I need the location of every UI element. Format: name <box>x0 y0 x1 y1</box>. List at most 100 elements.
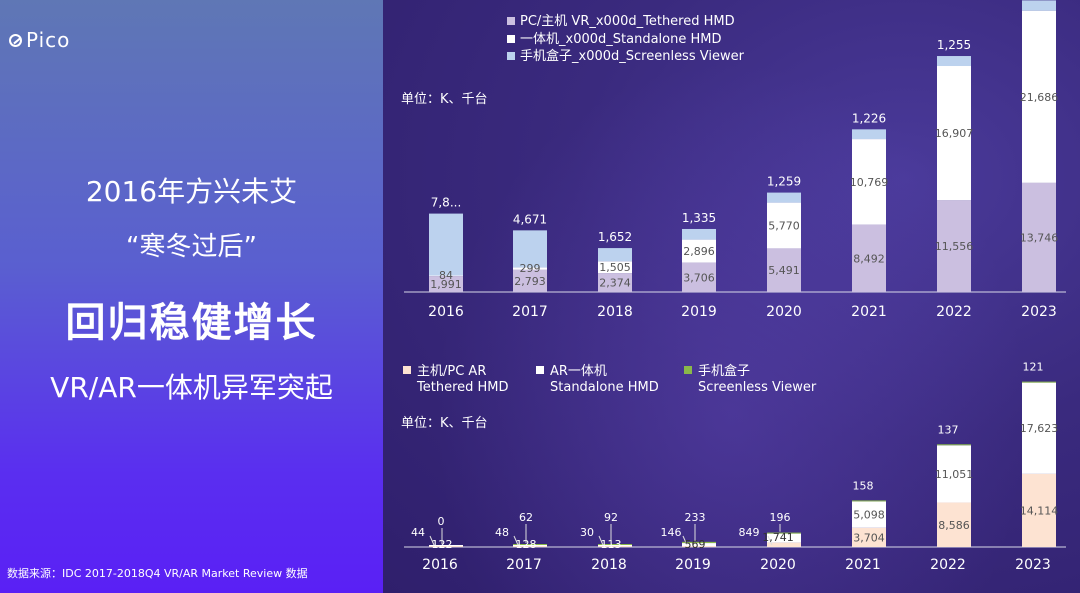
x-tick-vr-2022: 2022 <box>936 304 972 320</box>
headline-line-2: “寒冬过后” <box>126 232 257 262</box>
bar-vr-2018-series-2 <box>598 248 632 262</box>
left-panel: Pico 2016年方兴未艾 “寒冬过后” 回归稳健增长 VR/AR一体机异军突… <box>0 0 383 593</box>
bar-vr-2019-series-2 <box>682 228 716 240</box>
legend-label-ar-0: 主机/PC AR Tethered HMD <box>416 364 509 395</box>
bar-ar-2016-series-0 <box>429 546 463 547</box>
data-label-vr-2017-s0: 2,793 <box>514 275 546 288</box>
leader-line-ar-2018-s0 <box>598 535 604 546</box>
data-label-vr-2021-s2: 1,226 <box>852 111 886 125</box>
unit-label-vr: 单位：K、千台 <box>401 92 488 107</box>
data-label-vr-2022-s2: 1,255 <box>937 38 971 52</box>
data-label-vr-2016-s1: 84 <box>439 269 453 282</box>
x-tick-ar-2023: 2023 <box>1015 557 1051 573</box>
legend-label-vr-0: PC/主机 VR_x000d_Tethered HMD <box>520 14 735 29</box>
data-label-ar-2023-s2: 121 <box>1023 361 1044 374</box>
bar-vr-2020-series-0 <box>767 248 801 292</box>
headline-line-4: VR/AR一体机异军突起 <box>50 371 333 404</box>
bar-ar-2016-series-1 <box>429 545 463 546</box>
x-tick-vr-2023: 2023 <box>1021 304 1057 320</box>
data-label-vr-2022-s0: 11,556 <box>935 240 974 253</box>
data-label-vr-2016-s2: 7,8... <box>431 196 462 210</box>
data-label-ar-2019-s0: 146 <box>661 526 682 539</box>
legend-swatch-ar-1 <box>536 366 544 374</box>
bar-ar-2019-series-1 <box>682 543 716 546</box>
data-label-ar-2023-s1: 17,623 <box>1020 422 1059 435</box>
legend-swatch-ar-0 <box>403 366 411 374</box>
unit-label-ar: 单位：K、千台 <box>401 416 488 431</box>
bar-ar-2022-series-0 <box>937 502 971 547</box>
data-label-ar-2021-s0: 3,704 <box>853 531 885 544</box>
x-tick-vr-2019: 2019 <box>681 304 717 320</box>
x-tick-ar-2021: 2021 <box>845 557 881 573</box>
bar-ar-2019-series-2 <box>682 541 716 544</box>
headline-line-3: 回归稳健增长 <box>65 300 318 346</box>
x-tick-ar-2017: 2017 <box>506 557 542 573</box>
data-label-vr-2017-s2: 4,671 <box>513 212 547 226</box>
x-tick-ar-2022: 2022 <box>930 557 966 573</box>
bar-ar-2020-series-2 <box>767 532 801 534</box>
data-label-ar-2021-s2: 158 <box>853 479 874 492</box>
legend-swatch-ar-2 <box>684 366 692 374</box>
x-tick-vr-2020: 2020 <box>766 304 802 320</box>
x-tick-vr-2021: 2021 <box>851 304 887 320</box>
bar-vr-2023-series-1 <box>1022 10 1056 183</box>
bar-vr-2022-series-0 <box>937 200 971 292</box>
bar-ar-2023-series-1 <box>1022 382 1056 474</box>
bar-ar-2017-series-0 <box>513 546 547 547</box>
x-tick-vr-2016: 2016 <box>428 304 464 320</box>
data-source-note: 数据来源：IDC 2017-2018Q4 VR/AR Market Review… <box>7 567 308 580</box>
leader-line-ar-2019-s0 <box>682 535 688 546</box>
data-label-ar-2018-s0: 30 <box>580 526 594 539</box>
leader-line-ar-2016-s0 <box>429 535 435 546</box>
data-label-ar-2019-s1: 569 <box>685 538 706 551</box>
data-label-vr-2023-s1: 21,686 <box>1020 91 1059 104</box>
data-label-vr-2019-s2: 1,335 <box>682 211 716 225</box>
data-label-ar-2020-s1: 1,741 <box>762 531 794 544</box>
data-label-vr-2021-s1: 10,769 <box>850 176 889 189</box>
x-tick-vr-2018: 2018 <box>597 304 633 320</box>
data-label-ar-2022-s2: 137 <box>938 423 959 436</box>
bar-vr-2016-series-1 <box>429 275 463 277</box>
data-label-ar-2018-s2: 92 <box>604 511 618 524</box>
bar-ar-2018-series-2 <box>598 544 632 545</box>
data-label-vr-2019-s0: 3,706 <box>683 271 715 284</box>
bar-ar-2018-series-0 <box>598 546 632 547</box>
bar-vr-2018-series-0 <box>598 273 632 292</box>
bar-vr-2023-series-2 <box>1022 0 1056 11</box>
data-label-ar-2017-s0: 48 <box>495 526 509 539</box>
logo-text: Pico <box>26 28 71 52</box>
bar-ar-2020-series-1 <box>767 533 801 543</box>
data-label-vr-2017-s1: 299 <box>520 262 541 275</box>
data-label-vr-2020-s0: 5,491 <box>768 264 800 277</box>
data-label-ar-2018-s1: 113 <box>601 538 622 551</box>
legend-swatch-vr-1 <box>507 35 515 43</box>
data-label-vr-2018-s0: 2,374 <box>599 277 631 290</box>
pico-logo-icon <box>9 33 22 47</box>
legend-label-ar-1: AR一体机 Standalone HMD <box>550 364 659 395</box>
legend-label-vr-2: 手机盒子_x000d_Screenless Viewer <box>520 48 745 64</box>
bar-vr-2022-series-2 <box>937 56 971 67</box>
bar-vr-2021-series-0 <box>852 224 886 292</box>
data-label-ar-2019-s2: 233 <box>685 511 706 524</box>
headline-line-1: 2016年方兴未艾 <box>85 175 298 208</box>
bar-vr-2021-series-2 <box>852 129 886 140</box>
bar-ar-2022-series-2 <box>937 444 971 446</box>
data-label-vr-2019-s1: 2,896 <box>683 245 715 258</box>
bar-ar-2021-series-1 <box>852 501 886 528</box>
x-tick-ar-2016: 2016 <box>422 557 458 573</box>
bar-vr-2017-series-1 <box>513 267 547 270</box>
data-label-ar-2017-s1: 128 <box>516 538 537 551</box>
bar-vr-2017-series-2 <box>513 230 547 268</box>
data-label-vr-2023-s0: 13,746 <box>1020 231 1059 244</box>
bar-ar-2021-series-0 <box>852 527 886 547</box>
data-label-ar-2020-s0: 849 <box>739 526 760 539</box>
bar-vr-2016-series-2 <box>429 213 463 276</box>
x-tick-vr-2017: 2017 <box>512 304 548 320</box>
x-tick-ar-2019: 2019 <box>675 557 711 573</box>
pico-logo: Pico <box>9 28 70 52</box>
bar-ar-2018-series-1 <box>598 545 632 546</box>
data-label-vr-2020-s2: 1,259 <box>767 175 801 189</box>
data-label-vr-2022-s1: 16,907 <box>935 127 974 140</box>
data-label-ar-2020-s2: 196 <box>770 511 791 524</box>
